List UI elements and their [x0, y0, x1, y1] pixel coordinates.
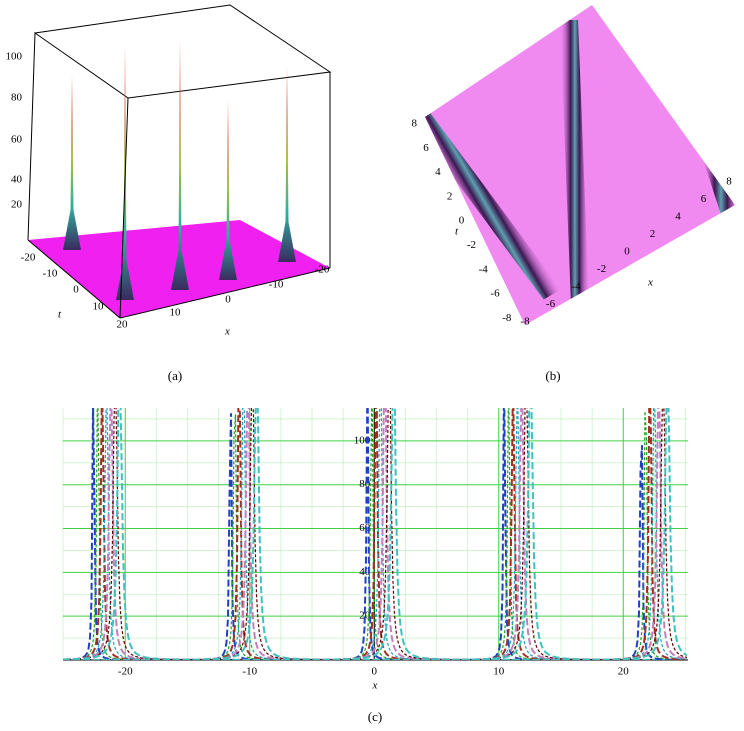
t-tick-label: -10 [43, 268, 58, 280]
x-tick-label: -6 [546, 298, 556, 310]
t-tick-label: -6 [490, 288, 500, 300]
x-tick-label: -10 [242, 666, 257, 678]
t-tick-label: 2 [447, 190, 453, 202]
x-tick-label: -4 [571, 281, 581, 293]
z-tick-label: 60 [11, 134, 23, 146]
t-label: t [455, 226, 459, 238]
y-tick-label: 80 [359, 478, 371, 490]
panel-a: x t (a) [27, 4, 332, 383]
t-tick-label: 10 [93, 301, 105, 313]
x-tick-label: 2 [650, 228, 656, 240]
t-tick-label: -2 [467, 239, 476, 251]
z-tick-label: 100 [6, 51, 23, 63]
y-tick-label: 20 [359, 610, 371, 622]
x-tick-label: 0 [624, 246, 630, 258]
z-tick-label: 40 [11, 174, 23, 186]
curve [63, 408, 687, 660]
z-tick-label: 80 [11, 92, 23, 104]
curve [63, 408, 687, 660]
t-tick-label: 4 [435, 166, 441, 178]
peak [219, 100, 237, 280]
x-tick-label: 0 [372, 666, 378, 678]
t-tick-label: 0 [73, 284, 79, 296]
curve [63, 408, 687, 660]
x-tick-label: -20 [118, 666, 133, 678]
curve [63, 408, 688, 660]
peak [171, 40, 189, 290]
x-label: x [647, 277, 653, 289]
x-label: x [372, 680, 378, 692]
x-tick-label: -8 [520, 316, 530, 328]
peak [63, 75, 81, 250]
t-tick-label: -8 [502, 312, 512, 324]
t-tick-label: 6 [423, 142, 429, 154]
t-tick-label: -4 [479, 263, 489, 275]
x-tick-label: 10 [493, 666, 505, 678]
x-tick-label: 0 [225, 294, 231, 306]
x-tick-label: 4 [675, 211, 681, 223]
x-tick-label: 20 [618, 666, 630, 678]
caption: (c) [368, 709, 382, 724]
x-tick-label: -10 [269, 279, 284, 291]
x-tick-label: 10 [170, 307, 182, 319]
x-tick-label: 8 [726, 176, 732, 188]
t-tick-label: 0 [459, 215, 465, 227]
caption: (b) [545, 368, 560, 383]
t-label: t [58, 309, 62, 321]
t-tick-label: 20 [117, 319, 129, 331]
panel-b: t x (b) [425, 5, 735, 383]
caption: (a) [168, 368, 182, 383]
x-label: x [224, 326, 230, 338]
x-tick-label: -20 [315, 264, 330, 276]
x-tick-label: -2 [597, 263, 606, 275]
z-tick-label: 20 [11, 199, 23, 211]
t-tick-label: 8 [412, 118, 418, 130]
peak [278, 65, 296, 262]
y-tick-label: 60 [359, 522, 371, 534]
x-tick-label: 6 [701, 193, 707, 205]
t-tick-label: -20 [21, 252, 36, 264]
